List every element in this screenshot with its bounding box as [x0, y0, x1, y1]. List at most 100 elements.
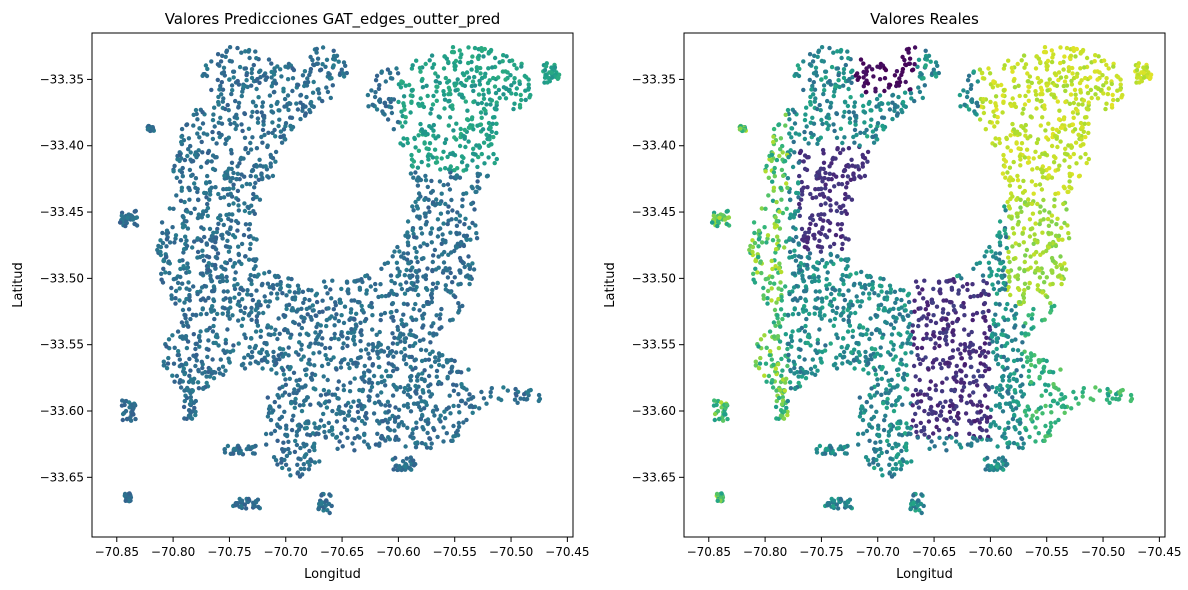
- scatter-point: [287, 289, 292, 294]
- scatter-point: [463, 216, 468, 221]
- scatter-point: [466, 262, 471, 268]
- scatter-point: [556, 75, 561, 80]
- scatter-point: [210, 166, 216, 172]
- scatter-point: [552, 65, 558, 70]
- scatter-point: [281, 440, 286, 445]
- scatter-point: [286, 107, 291, 113]
- scatter-point: [285, 77, 291, 82]
- scatter-point: [430, 65, 435, 70]
- scatter-point: [1073, 92, 1078, 97]
- scatter-point: [776, 266, 782, 271]
- scatter-point: [404, 456, 409, 461]
- scatter-point: [281, 372, 287, 377]
- scatter-point: [232, 235, 238, 240]
- scatter-point: [180, 174, 185, 179]
- scatter-point: [197, 254, 203, 260]
- scatter-point: [466, 45, 471, 50]
- scatter-point: [1063, 146, 1068, 151]
- scatter-point: [801, 233, 807, 239]
- scatter-point: [978, 361, 983, 366]
- scatter-point: [1012, 85, 1018, 90]
- scatter-point: [232, 295, 237, 300]
- scatter-point: [988, 407, 994, 412]
- scatter-point: [215, 52, 221, 57]
- scatter-point: [886, 433, 891, 438]
- scatter-point: [923, 48, 928, 53]
- scatter-point: [253, 264, 258, 269]
- scatter-point: [412, 136, 417, 142]
- scatter-point: [1071, 151, 1077, 157]
- scatter-point: [926, 434, 932, 440]
- scatter-point: [259, 358, 265, 363]
- scatter-point: [439, 156, 444, 161]
- scatter-point: [1105, 91, 1111, 97]
- scatter-point: [783, 380, 788, 385]
- scatter-point: [182, 398, 187, 404]
- scatter-point: [982, 368, 988, 374]
- scatter-point: [480, 87, 486, 93]
- scatter-point: [370, 102, 375, 108]
- scatter-point: [465, 163, 470, 168]
- scatter-point: [787, 131, 792, 136]
- scatter-point: [176, 349, 181, 354]
- scatter-point: [334, 312, 339, 317]
- scatter-point: [916, 317, 921, 323]
- scatter-point: [924, 335, 929, 341]
- scatter-point: [434, 79, 439, 84]
- scatter-point: [1089, 95, 1094, 101]
- scatter-point: [227, 245, 233, 250]
- scatter-point: [405, 230, 410, 235]
- scatter-point: [991, 350, 996, 355]
- scatter-point: [418, 226, 423, 231]
- scatter-point: [822, 348, 828, 353]
- scatter-point: [159, 220, 165, 225]
- y-tick-label: −33.55: [40, 338, 84, 352]
- scatter-point: [841, 114, 846, 119]
- scatter-point: [929, 439, 934, 444]
- scatter-point: [412, 245, 417, 251]
- scatter-point: [1013, 241, 1018, 246]
- scatter-point: [218, 357, 223, 362]
- scatter-point: [187, 356, 192, 362]
- scatter-point: [766, 193, 771, 198]
- scatter-point: [248, 173, 253, 179]
- scatter-point: [421, 337, 426, 342]
- scatter-point: [445, 374, 450, 380]
- scatter-point: [271, 349, 276, 355]
- scatter-point: [200, 110, 205, 115]
- scatter-point: [323, 345, 328, 351]
- scatter-point: [874, 96, 880, 102]
- scatter-point: [339, 286, 344, 292]
- scatter-point: [197, 338, 203, 344]
- scatter-point: [1000, 364, 1005, 370]
- scatter-point: [167, 270, 172, 276]
- scatter-point: [485, 80, 491, 86]
- scatter-point: [132, 221, 138, 227]
- scatter-point: [782, 312, 787, 317]
- scatter-point: [189, 173, 194, 178]
- scatter-point: [489, 129, 494, 134]
- scatter-point: [411, 208, 416, 213]
- scatter-point: [411, 458, 416, 463]
- scatter-point: [860, 332, 865, 338]
- scatter-point: [206, 261, 211, 266]
- scatter-point: [247, 222, 253, 227]
- scatter-point: [453, 216, 459, 222]
- scatter-point: [1039, 98, 1044, 104]
- scatter-point: [186, 324, 191, 329]
- scatter-point: [999, 344, 1005, 349]
- scatter-point: [972, 419, 978, 424]
- scatter-point: [387, 427, 393, 433]
- scatter-point: [212, 316, 217, 322]
- scatter-point: [820, 225, 825, 230]
- scatter-point: [229, 83, 235, 88]
- scatter-point: [899, 357, 904, 362]
- scatter-point: [171, 206, 176, 211]
- scatter-point: [963, 411, 969, 416]
- y-tick-label: −33.40: [40, 139, 84, 153]
- scatter-point: [454, 121, 459, 126]
- scatter-point: [236, 203, 241, 208]
- scatter-point: [489, 98, 495, 103]
- scatter-point: [519, 97, 524, 103]
- scatter-point: [235, 78, 240, 84]
